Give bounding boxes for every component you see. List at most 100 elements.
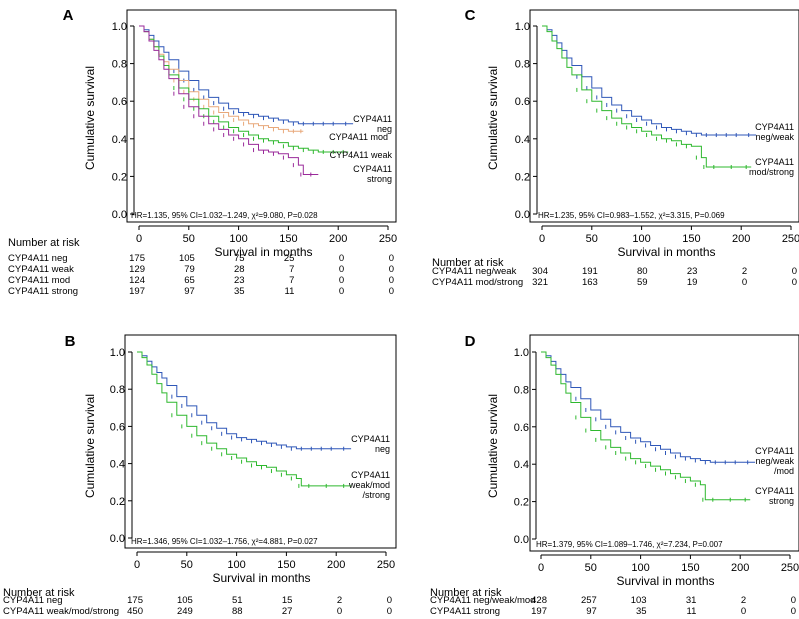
x-axis-title: Survival in months bbox=[617, 245, 715, 259]
y-tick-label: 0.6 bbox=[514, 422, 529, 434]
risk-row-label: CYP4A11 mod bbox=[8, 275, 70, 286]
x-tick-label: 100 bbox=[632, 233, 650, 245]
risk-value: 0 bbox=[792, 277, 797, 288]
y-tick-label: 0.6 bbox=[515, 96, 530, 108]
hr-annotation: HR=1.135, 95% CI=1.032–1.249, χ²=9.080, … bbox=[131, 211, 318, 220]
survival-curve bbox=[541, 351, 756, 463]
series-label: neg/weak bbox=[755, 456, 794, 466]
series-label: neg/weak bbox=[755, 132, 794, 142]
x-tick-label: 200 bbox=[329, 233, 347, 245]
x-tick-label: 150 bbox=[681, 562, 699, 574]
y-tick-label: 1.0 bbox=[515, 21, 530, 33]
series-label: /strong bbox=[362, 490, 390, 500]
y-tick-label: 0.8 bbox=[514, 384, 529, 396]
panel-letter: C bbox=[465, 7, 476, 24]
risk-value: 51 bbox=[232, 595, 243, 606]
risk-value: 97 bbox=[586, 606, 597, 617]
survival-curve bbox=[139, 25, 304, 132]
x-tick-label: 0 bbox=[136, 233, 142, 245]
risk-value: 59 bbox=[637, 277, 648, 288]
panel-c: C0.00.20.40.60.81.00 50 100 150 200 250Surviv… bbox=[432, 7, 799, 288]
x-tick-label: 150 bbox=[279, 233, 297, 245]
y-tick-label: 0.0 bbox=[110, 533, 125, 545]
panel-letter: D bbox=[465, 333, 476, 350]
risk-value: 0 bbox=[339, 286, 344, 297]
survival-curve bbox=[541, 351, 751, 501]
y-tick-label: 1.0 bbox=[112, 21, 127, 33]
risk-value: 0 bbox=[791, 595, 796, 606]
risk-value: 105 bbox=[177, 595, 193, 606]
panel-letter: A bbox=[63, 7, 74, 24]
risk-row-label: CYP4A11 strong bbox=[430, 606, 500, 617]
x-tick-label: 0 bbox=[134, 559, 140, 571]
y-tick-label: 0.4 bbox=[110, 459, 125, 471]
risk-value: 0 bbox=[792, 266, 797, 277]
risk-row-label: CYP4A11 neg/weak bbox=[432, 266, 517, 277]
x-tick-label: 200 bbox=[327, 559, 345, 571]
risk-value: 7 bbox=[289, 264, 294, 275]
risk-value: 0 bbox=[742, 277, 747, 288]
y-tick-label: 0.4 bbox=[112, 134, 127, 146]
series-label: CYP4A11 mod bbox=[329, 132, 388, 142]
x-tick-label: 150 bbox=[682, 233, 700, 245]
series-label: CYP4A11 bbox=[353, 114, 392, 124]
x-tick-label: 200 bbox=[731, 562, 749, 574]
risk-table-heading: Number at risk bbox=[432, 257, 504, 269]
risk-value: 2 bbox=[337, 595, 342, 606]
x-tick-label: 150 bbox=[277, 559, 295, 571]
risk-row-label: CYP4A11 neg/weak/mod bbox=[430, 595, 535, 606]
risk-value: 450 bbox=[127, 606, 143, 617]
panel-letter: B bbox=[65, 333, 76, 350]
x-axis-title: Survival in months bbox=[214, 245, 312, 259]
x-tick-label: 50 bbox=[181, 559, 193, 571]
risk-value: 2 bbox=[741, 595, 746, 606]
survival-curve bbox=[139, 25, 319, 175]
y-tick-label: 0.8 bbox=[515, 59, 530, 71]
series-label: CYP4A11 bbox=[755, 486, 794, 496]
risk-row-label: CYP4A11 strong bbox=[8, 286, 78, 297]
risk-value: 0 bbox=[791, 606, 796, 617]
risk-value: 0 bbox=[337, 606, 342, 617]
risk-value: 25 bbox=[284, 253, 295, 264]
series-label: CYP4A11 bbox=[353, 164, 392, 174]
x-tick-label: 50 bbox=[585, 562, 597, 574]
risk-value: 23 bbox=[234, 275, 245, 286]
risk-value: 65 bbox=[184, 275, 195, 286]
series-label: CYP4A11 bbox=[351, 434, 390, 444]
series-label: neg bbox=[375, 444, 390, 454]
risk-row-label: CYP4A11 weak bbox=[8, 264, 74, 275]
y-tick-label: 0.2 bbox=[110, 496, 125, 508]
x-tick-label: 100 bbox=[631, 562, 649, 574]
survival-curve bbox=[542, 25, 752, 168]
y-tick-label: 1.0 bbox=[514, 347, 529, 359]
plot-frame bbox=[124, 334, 397, 549]
survival-curve bbox=[139, 25, 354, 125]
x-tick-label: 250 bbox=[782, 233, 799, 245]
risk-value: 27 bbox=[282, 606, 293, 617]
risk-table-heading: Number at risk bbox=[430, 587, 502, 599]
y-axis-title: Cumulative survival bbox=[486, 66, 500, 170]
series-label: CYP4A11 weak bbox=[330, 150, 393, 160]
risk-value: 124 bbox=[129, 275, 145, 286]
risk-value: 175 bbox=[129, 253, 145, 264]
series-label: CYP4A11 bbox=[755, 446, 794, 456]
panel-b: B0.00.20.40.60.81.00 50 100 150 200 250Surviv… bbox=[3, 333, 397, 617]
risk-value: 0 bbox=[389, 253, 394, 264]
plot-frame bbox=[529, 9, 799, 223]
risk-value: 97 bbox=[184, 286, 195, 297]
plot-frame bbox=[529, 334, 799, 552]
risk-value: 304 bbox=[532, 266, 548, 277]
risk-value: 75 bbox=[234, 253, 245, 264]
y-tick-label: 0.2 bbox=[514, 497, 529, 509]
risk-row-label: CYP4A11 mod/strong bbox=[432, 277, 523, 288]
series-label: CYP4A11 bbox=[755, 157, 794, 167]
panel-a: A0.00.20.40.60.81.00 50 100 150 200 250Surviv… bbox=[8, 7, 397, 297]
x-tick-label: 250 bbox=[379, 233, 397, 245]
y-axis-title: Cumulative survival bbox=[83, 66, 97, 170]
series-label: weak/mod bbox=[348, 480, 390, 490]
x-axis-title: Survival in months bbox=[212, 571, 310, 585]
y-tick-label: 0.2 bbox=[112, 171, 127, 183]
x-tick-label: 200 bbox=[732, 233, 750, 245]
risk-value: 191 bbox=[582, 266, 598, 277]
series-label: /mod bbox=[774, 466, 794, 476]
